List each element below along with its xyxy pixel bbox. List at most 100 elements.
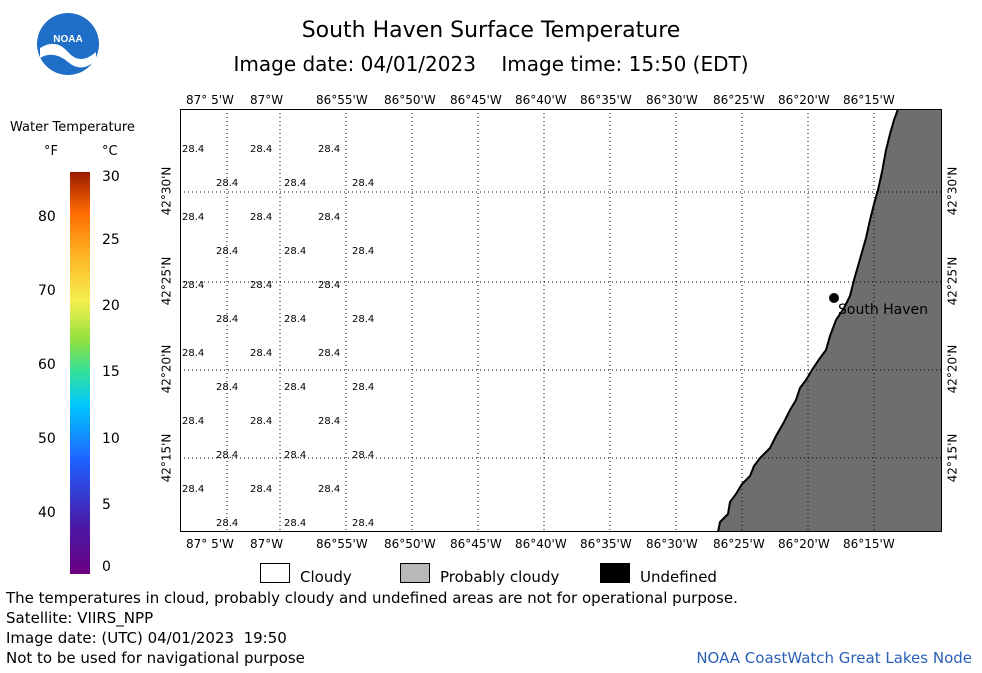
longitude-label: 86°35'W bbox=[580, 93, 632, 107]
longitude-label: 86°25'W bbox=[713, 537, 765, 551]
celsius-tick: 5 bbox=[102, 497, 111, 513]
temperature-value: 28.4 bbox=[216, 314, 239, 325]
temperature-value: 28.4 bbox=[182, 280, 205, 291]
temperature-map bbox=[180, 109, 942, 532]
temperature-value: 28.4 bbox=[250, 212, 273, 223]
celsius-tick: 15 bbox=[102, 364, 120, 380]
temperature-value: 28.4 bbox=[284, 518, 307, 529]
longitude-label: 87°W bbox=[250, 537, 284, 551]
temperature-value: 28.4 bbox=[216, 450, 239, 461]
temperature-colorbar bbox=[70, 172, 90, 574]
temperature-value: 28.4 bbox=[216, 518, 239, 529]
image-datetime: Image date: 04/01/2023 Image time: 15:50… bbox=[233, 52, 749, 76]
cloudy-swatch bbox=[260, 563, 290, 583]
longitude-label: 86°40'W bbox=[515, 537, 567, 551]
temperature-value: 28.4 bbox=[216, 178, 239, 189]
longitude-label: 86°20'W bbox=[778, 93, 830, 107]
celsius-tick: 25 bbox=[102, 232, 120, 248]
credit-link[interactable]: NOAA CoastWatch Great Lakes Node bbox=[696, 649, 972, 667]
temperature-value: 28.4 bbox=[284, 382, 307, 393]
longitude-label: 86°45'W bbox=[450, 537, 502, 551]
longitude-label: 87° 5'W bbox=[186, 93, 234, 107]
latitude-label: 42°20'N bbox=[945, 344, 960, 394]
fahrenheit-tick: 40 bbox=[38, 505, 56, 521]
temperature-value: 28.4 bbox=[182, 484, 205, 495]
page-title: South Haven Surface Temperature bbox=[301, 18, 681, 43]
latitude-label: 42°15'N bbox=[945, 433, 960, 483]
temperature-value: 28.4 bbox=[216, 246, 239, 257]
longitude-label: 86°30'W bbox=[646, 537, 698, 551]
south-haven-marker bbox=[829, 293, 839, 303]
longitude-label: 86°55'W bbox=[316, 93, 368, 107]
temperature-value: 28.4 bbox=[318, 484, 341, 495]
celsius-tick: 10 bbox=[102, 431, 120, 447]
temperature-value: 28.4 bbox=[352, 450, 375, 461]
legend-title: Water Temperature bbox=[10, 120, 135, 135]
shoreline bbox=[717, 109, 899, 532]
temperature-value: 28.4 bbox=[250, 280, 273, 291]
temperature-value: 28.4 bbox=[318, 416, 341, 427]
city-label: South Haven bbox=[838, 302, 929, 318]
unit-celsius: °C bbox=[102, 144, 118, 159]
temperature-value: 28.4 bbox=[284, 314, 307, 325]
fahrenheit-tick: 50 bbox=[38, 431, 56, 447]
temperature-value: 28.4 bbox=[182, 212, 205, 223]
operational-note: The temperatures in cloud, probably clou… bbox=[6, 589, 738, 607]
temperature-value: 28.4 bbox=[352, 246, 375, 257]
navigation-disclaimer: Not to be used for navigational purpose bbox=[6, 649, 305, 667]
temperature-value: 28.4 bbox=[318, 280, 341, 291]
latitude-label: 42°30'N bbox=[159, 166, 174, 216]
temperature-value: 28.4 bbox=[250, 416, 273, 427]
probably-cloudy-label: Probably cloudy bbox=[440, 568, 560, 586]
latitude-label: 42°25'N bbox=[159, 256, 174, 306]
map-frame bbox=[180, 109, 942, 532]
svg-text:NOAA: NOAA bbox=[53, 34, 82, 45]
longitude-label: 87° 5'W bbox=[186, 537, 234, 551]
undefined-label: Undefined bbox=[640, 568, 717, 586]
undefined-swatch bbox=[600, 563, 630, 583]
temperature-value: 28.4 bbox=[352, 314, 375, 325]
celsius-tick: 20 bbox=[102, 298, 120, 314]
temperature-value: 28.4 bbox=[284, 246, 307, 257]
fahrenheit-tick: 70 bbox=[38, 283, 56, 299]
longitude-label: 86°30'W bbox=[646, 93, 698, 107]
longitude-label: 86°20'W bbox=[778, 537, 830, 551]
temperature-value: 28.4 bbox=[250, 348, 273, 359]
temperature-value: 28.4 bbox=[318, 144, 341, 155]
temperature-value: 28.4 bbox=[250, 144, 273, 155]
temperature-value: 28.4 bbox=[216, 382, 239, 393]
cloudy-label: Cloudy bbox=[300, 568, 352, 586]
temperature-value: 28.4 bbox=[182, 416, 205, 427]
probably-cloudy-swatch bbox=[400, 563, 430, 583]
longitude-label: 86°55'W bbox=[316, 537, 368, 551]
temperature-value: 28.4 bbox=[352, 178, 375, 189]
latitude-label: 42°25'N bbox=[945, 256, 960, 306]
unit-fahrenheit: °F bbox=[44, 144, 58, 159]
temperature-value: 28.4 bbox=[318, 212, 341, 223]
satellite-info: Satellite: VIIRS_NPP bbox=[6, 609, 154, 627]
fahrenheit-tick: 80 bbox=[38, 209, 56, 225]
latitude-label: 42°15'N bbox=[159, 433, 174, 483]
fahrenheit-tick: 60 bbox=[38, 357, 56, 373]
longitude-label: 86°40'W bbox=[515, 93, 567, 107]
temperature-value: 28.4 bbox=[284, 450, 307, 461]
temperature-value: 28.4 bbox=[182, 348, 205, 359]
longitude-label: 86°25'W bbox=[713, 93, 765, 107]
longitude-label: 86°50'W bbox=[384, 93, 436, 107]
noaa-logo: NOAA bbox=[37, 13, 99, 75]
longitude-label: 86°35'W bbox=[580, 537, 632, 551]
temperature-value: 28.4 bbox=[352, 382, 375, 393]
temperature-value: 28.4 bbox=[250, 484, 273, 495]
land-area bbox=[718, 109, 942, 532]
temperature-value: 28.4 bbox=[318, 348, 341, 359]
temperature-value: 28.4 bbox=[352, 518, 375, 529]
celsius-tick: 30 bbox=[102, 169, 120, 185]
longitude-label: 86°50'W bbox=[384, 537, 436, 551]
latitude-label: 42°30'N bbox=[945, 166, 960, 216]
temperature-value: 28.4 bbox=[182, 144, 205, 155]
longitude-label: 86°15'W bbox=[843, 537, 895, 551]
temperature-value: 28.4 bbox=[284, 178, 307, 189]
longitude-label: 87°W bbox=[250, 93, 284, 107]
longitude-label: 86°45'W bbox=[450, 93, 502, 107]
utc-date: Image date: (UTC) 04/01/2023 19:50 bbox=[6, 629, 287, 647]
